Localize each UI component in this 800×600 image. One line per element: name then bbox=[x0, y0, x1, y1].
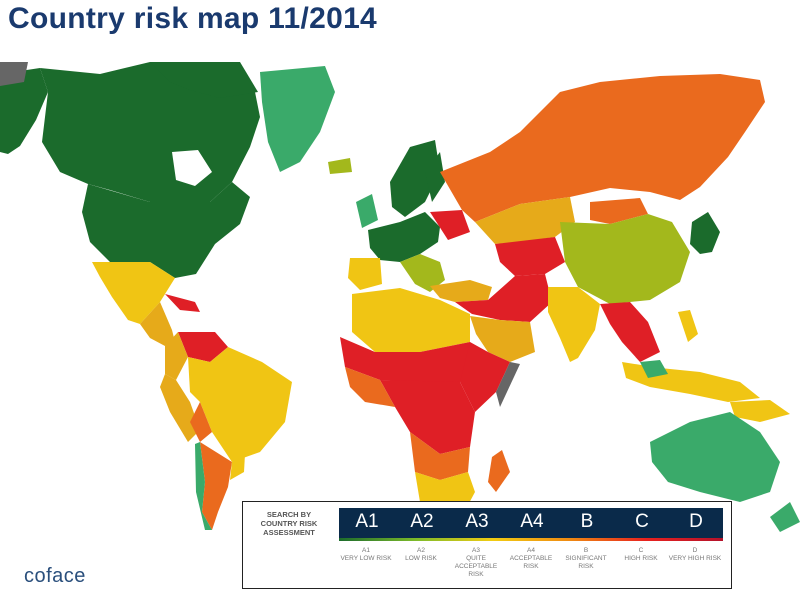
legend-code-a1[interactable]: A1 bbox=[355, 511, 379, 532]
map-title: Country risk map 11/2014 bbox=[8, 2, 378, 35]
east-africa-shape bbox=[460, 342, 510, 412]
sahel-shape bbox=[340, 337, 478, 382]
uk-ireland-shape bbox=[356, 194, 378, 228]
greenland-shape bbox=[260, 66, 335, 172]
ecuador-peru-shape bbox=[160, 374, 200, 442]
legend-text-a1: VERY LOW RISK bbox=[340, 555, 392, 562]
new-zealand-shape bbox=[770, 502, 800, 532]
argentina-shape bbox=[200, 442, 232, 530]
ukraine-shape bbox=[430, 210, 470, 240]
south-america-region bbox=[160, 332, 292, 530]
oceania-region bbox=[650, 400, 800, 532]
legend-desc-d: D VERY HIGH RISK bbox=[667, 547, 723, 563]
legend-label-d: D bbox=[692, 547, 698, 554]
canada-arctic-islands bbox=[150, 62, 258, 98]
legend-label-a1: A1 bbox=[362, 547, 370, 554]
legend-code-a2[interactable]: A2 bbox=[410, 511, 434, 532]
caribbean-cuba-shape bbox=[165, 294, 200, 312]
venezuela-shape bbox=[178, 332, 228, 362]
legend-text-b: SIGNIFICANT RISK bbox=[565, 555, 607, 570]
world-risk-map bbox=[0, 62, 800, 532]
arabia-shape bbox=[470, 316, 535, 362]
legend-desc-a3: A3 QUITE ACCEPTABLE RISK bbox=[448, 547, 504, 579]
china-shape bbox=[560, 214, 690, 304]
legend-label-a3: A3 bbox=[472, 547, 480, 554]
kazakhstan-shape bbox=[475, 197, 575, 244]
mexico-shape bbox=[92, 262, 175, 324]
western-europe-shape bbox=[368, 212, 440, 262]
legend-desc-c: C HIGH RISK bbox=[613, 547, 669, 563]
colombia-shape bbox=[165, 332, 188, 380]
legend-label-a2: A2 bbox=[417, 547, 425, 554]
brazil-shape bbox=[188, 347, 292, 462]
india-shape bbox=[548, 287, 600, 362]
italy-balkans-shape bbox=[400, 254, 445, 292]
middle-east-shape bbox=[455, 274, 552, 322]
central-africa-shape bbox=[380, 380, 475, 454]
legend-code-a4[interactable]: A4 bbox=[520, 511, 544, 532]
russia-shape bbox=[440, 74, 765, 222]
hudson-bay-shape bbox=[172, 150, 212, 186]
korea-japan-shape bbox=[690, 212, 720, 254]
uruguay-paraguay-shape bbox=[230, 454, 245, 480]
malaysia-shape bbox=[640, 360, 668, 378]
legend-text-d: VERY HIGH RISK bbox=[668, 555, 722, 562]
legend-caption: SEARCH BY COUNTRY RISK ASSESSMENT bbox=[260, 510, 318, 537]
mongolia-shape bbox=[590, 198, 648, 224]
usa-shape bbox=[82, 182, 250, 278]
legend-desc-a4: A4 ACCEPTABLE RISK bbox=[503, 547, 559, 571]
central-asia-shape bbox=[495, 237, 565, 276]
madagascar-shape bbox=[488, 450, 510, 492]
africa-region bbox=[340, 288, 520, 524]
legend-code-a3[interactable]: A3 bbox=[465, 511, 489, 532]
legend-text-a3: QUITE ACCEPTABLE RISK bbox=[454, 555, 498, 578]
legend-text-c: HIGH RISK bbox=[624, 555, 658, 562]
legend-code-b[interactable]: B bbox=[580, 511, 594, 532]
somalia-shape bbox=[496, 362, 520, 407]
legend-code-d[interactable]: D bbox=[689, 511, 703, 532]
legend-desc-a2: A2 LOW RISK bbox=[393, 547, 449, 563]
angola-zambia-shape bbox=[410, 432, 470, 480]
legend-label-c: C bbox=[638, 547, 644, 554]
risk-legend: SEARCH BY COUNTRY RISK ASSESSMENT A1 A2 … bbox=[242, 501, 732, 589]
legend-label-a4: A4 bbox=[527, 547, 535, 554]
legend-desc-b: B SIGNIFICANT RISK bbox=[558, 547, 614, 571]
legend-scale-bar: A1 A2 A3 A4 B C D bbox=[339, 508, 723, 538]
legend-text-a2: LOW RISK bbox=[405, 555, 437, 562]
legend-text-a4: ACCEPTABLE RISK bbox=[509, 555, 553, 570]
chile-shape bbox=[195, 442, 212, 530]
legend-desc-a1: A1 VERY LOW RISK bbox=[338, 547, 394, 563]
legend-gradient bbox=[339, 538, 723, 541]
iceland-shape bbox=[328, 158, 352, 174]
west-africa-coast-shape bbox=[345, 367, 395, 407]
central-america-shape bbox=[140, 302, 175, 346]
greenland-tip bbox=[0, 62, 28, 86]
iberia-shape bbox=[348, 258, 382, 290]
indonesia-shape bbox=[622, 362, 760, 402]
coface-logo: coface bbox=[24, 565, 86, 587]
southeast-asia-shape bbox=[600, 302, 660, 362]
greece-turkey-shape bbox=[430, 280, 492, 302]
papua-shape bbox=[730, 400, 790, 422]
europe-region bbox=[328, 140, 492, 302]
legend-code-c[interactable]: C bbox=[635, 511, 649, 532]
finland-shape bbox=[425, 152, 445, 202]
philippines-shape bbox=[678, 310, 698, 342]
legend-label-b: B bbox=[583, 547, 589, 554]
north-africa-shape bbox=[352, 288, 470, 352]
australia-shape bbox=[650, 412, 780, 502]
scandinavia-shape bbox=[390, 140, 440, 217]
asia-region bbox=[440, 74, 765, 402]
alaska-shape bbox=[0, 68, 48, 154]
north-america-region bbox=[0, 62, 335, 346]
bolivia-shape bbox=[190, 402, 212, 442]
